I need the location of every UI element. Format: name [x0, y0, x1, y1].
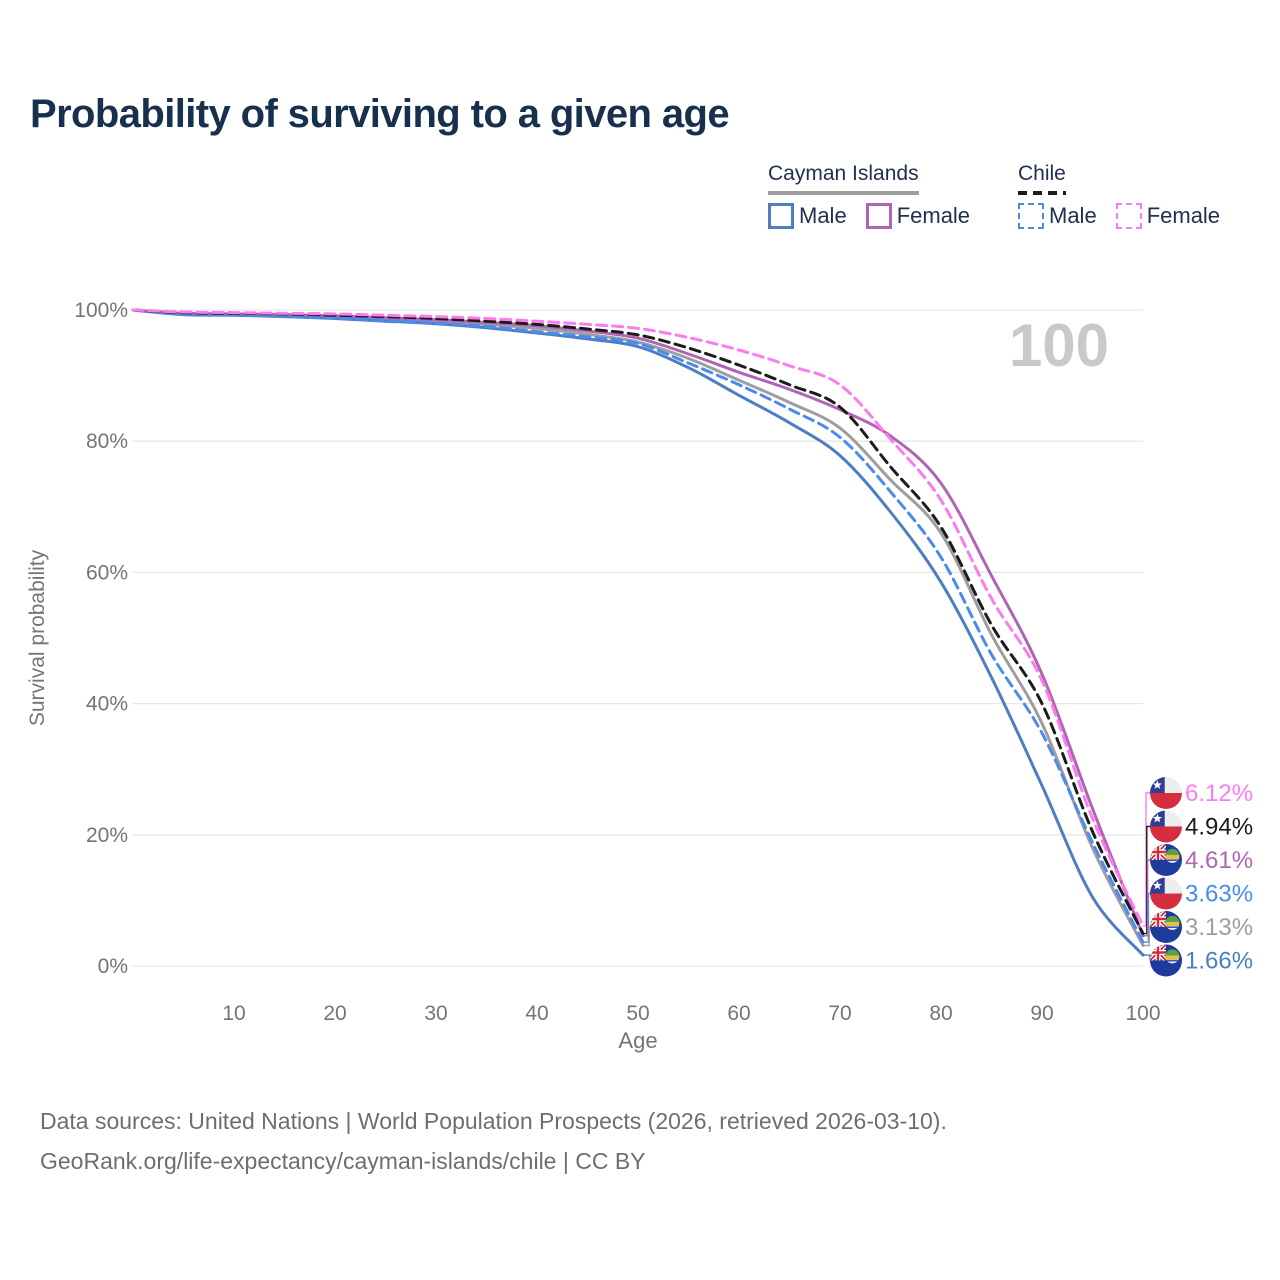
legend-item-chile-male[interactable]: Male — [1018, 203, 1097, 229]
legend-title-chile[interactable]: Chile — [1018, 162, 1066, 195]
leader-line-cayman-male — [1143, 954, 1151, 961]
attribution-link-text: GeoRank.org/life-expectancy/cayman-islan… — [40, 1148, 646, 1174]
legend-label-cayman-male: Male — [799, 203, 847, 228]
cayman-islands-flag-icon — [1150, 911, 1182, 943]
x-tick-label: 60 — [727, 1002, 750, 1025]
x-tick-label: 80 — [929, 1002, 952, 1025]
cayman-male-swatch-icon — [768, 203, 794, 229]
x-tick-label: 30 — [424, 1002, 447, 1025]
x-tick-label: 50 — [626, 1002, 649, 1025]
axis-ticks: 0% 20% 40% 60% 80% 100% 10 20 30 40 50 60 70 80 90 100 — [74, 299, 1160, 1025]
end-label-chile-total[interactable]: 4.94% — [1150, 810, 1253, 843]
end-label-cayman-female[interactable]: 4.61% — [1150, 844, 1253, 876]
cayman-islands-flag-icon — [1150, 944, 1182, 977]
end-label-value-cayman-male: 1.66% — [1185, 948, 1253, 975]
y-tick-label: 0% — [98, 955, 128, 978]
leader-line-cayman-total — [1143, 926, 1150, 947]
end-label-cayman-total[interactable]: 3.13% — [1150, 911, 1253, 943]
leader-line-cayman-female — [1143, 859, 1150, 937]
end-labels: 6.12% 4.94% 4.61% 3.63% 3.13% 1.66% — [1143, 777, 1253, 977]
legend-title-cayman-islands[interactable]: Cayman Islands — [768, 162, 919, 195]
end-label-value-chile-male: 3.63% — [1185, 881, 1253, 908]
end-label-chile-female[interactable]: 6.12% — [1150, 777, 1253, 809]
end-label-value-cayman-female: 4.61% — [1185, 847, 1253, 874]
x-tick-label: 10 — [222, 1002, 245, 1025]
series-line-chile-male[interactable] — [131, 308, 1145, 944]
chile-flag-icon — [1150, 777, 1182, 809]
x-tick-label: 100 — [1125, 1002, 1160, 1025]
legend-label-chile-female: Female — [1146, 203, 1221, 228]
leader-line-chile-total — [1143, 825, 1150, 935]
end-label-value-chile-total: 4.94% — [1185, 814, 1253, 841]
cayman-islands-flag-icon — [1150, 844, 1182, 876]
end-label-cayman-male[interactable]: 1.66% — [1150, 944, 1253, 977]
legend-label-cayman-female: Female — [896, 203, 971, 228]
legend-group-chile: Chile Male Female — [1018, 162, 1239, 229]
series-line-chile-total[interactable] — [131, 308, 1145, 936]
y-tick-label: 100% — [74, 299, 128, 322]
y-tick-label: 60% — [86, 561, 128, 584]
leader-line-chile-female — [1143, 792, 1150, 927]
x-tick-label: 90 — [1030, 1002, 1053, 1025]
chile-female-swatch-icon — [1115, 203, 1142, 229]
end-label-value-chile-female: 6.12% — [1185, 780, 1253, 807]
x-tick-label: 20 — [323, 1002, 346, 1025]
x-tick-label: 70 — [828, 1002, 851, 1025]
y-tick-label: 20% — [86, 824, 128, 847]
gridlines — [133, 309, 1143, 967]
age-watermark: 100 — [1009, 312, 1109, 379]
chile-male-swatch-icon — [1018, 203, 1044, 229]
y-tick-label: 80% — [86, 430, 128, 453]
page-title: Probability of surviving to a given age — [30, 92, 730, 136]
chile-flag-icon — [1150, 810, 1182, 843]
end-label-value-cayman-total: 3.13% — [1185, 914, 1253, 941]
y-axis-title: Survival probability — [26, 549, 49, 726]
series-line-cayman-total[interactable] — [131, 308, 1145, 947]
x-tick-label: 40 — [525, 1002, 548, 1025]
legend-item-chile-female[interactable]: Female — [1115, 203, 1221, 229]
legend-item-cayman-male[interactable]: Male — [768, 203, 847, 229]
end-label-chile-male[interactable]: 3.63% — [1150, 877, 1253, 910]
legend-item-cayman-female[interactable]: Female — [865, 203, 971, 229]
legend-group-cayman-islands: Cayman Islands Male Female — [768, 162, 989, 229]
cayman-female-swatch-icon — [865, 203, 892, 229]
chile-flag-icon — [1150, 877, 1182, 910]
x-axis-title: Age — [618, 1028, 657, 1053]
series-line-chile-female[interactable] — [131, 308, 1145, 928]
data-sources-text: Data sources: United Nations | World Pop… — [40, 1108, 947, 1134]
y-tick-label: 40% — [86, 693, 128, 716]
legend-label-chile-male: Male — [1049, 203, 1097, 228]
leader-line-chile-male — [1143, 892, 1150, 943]
